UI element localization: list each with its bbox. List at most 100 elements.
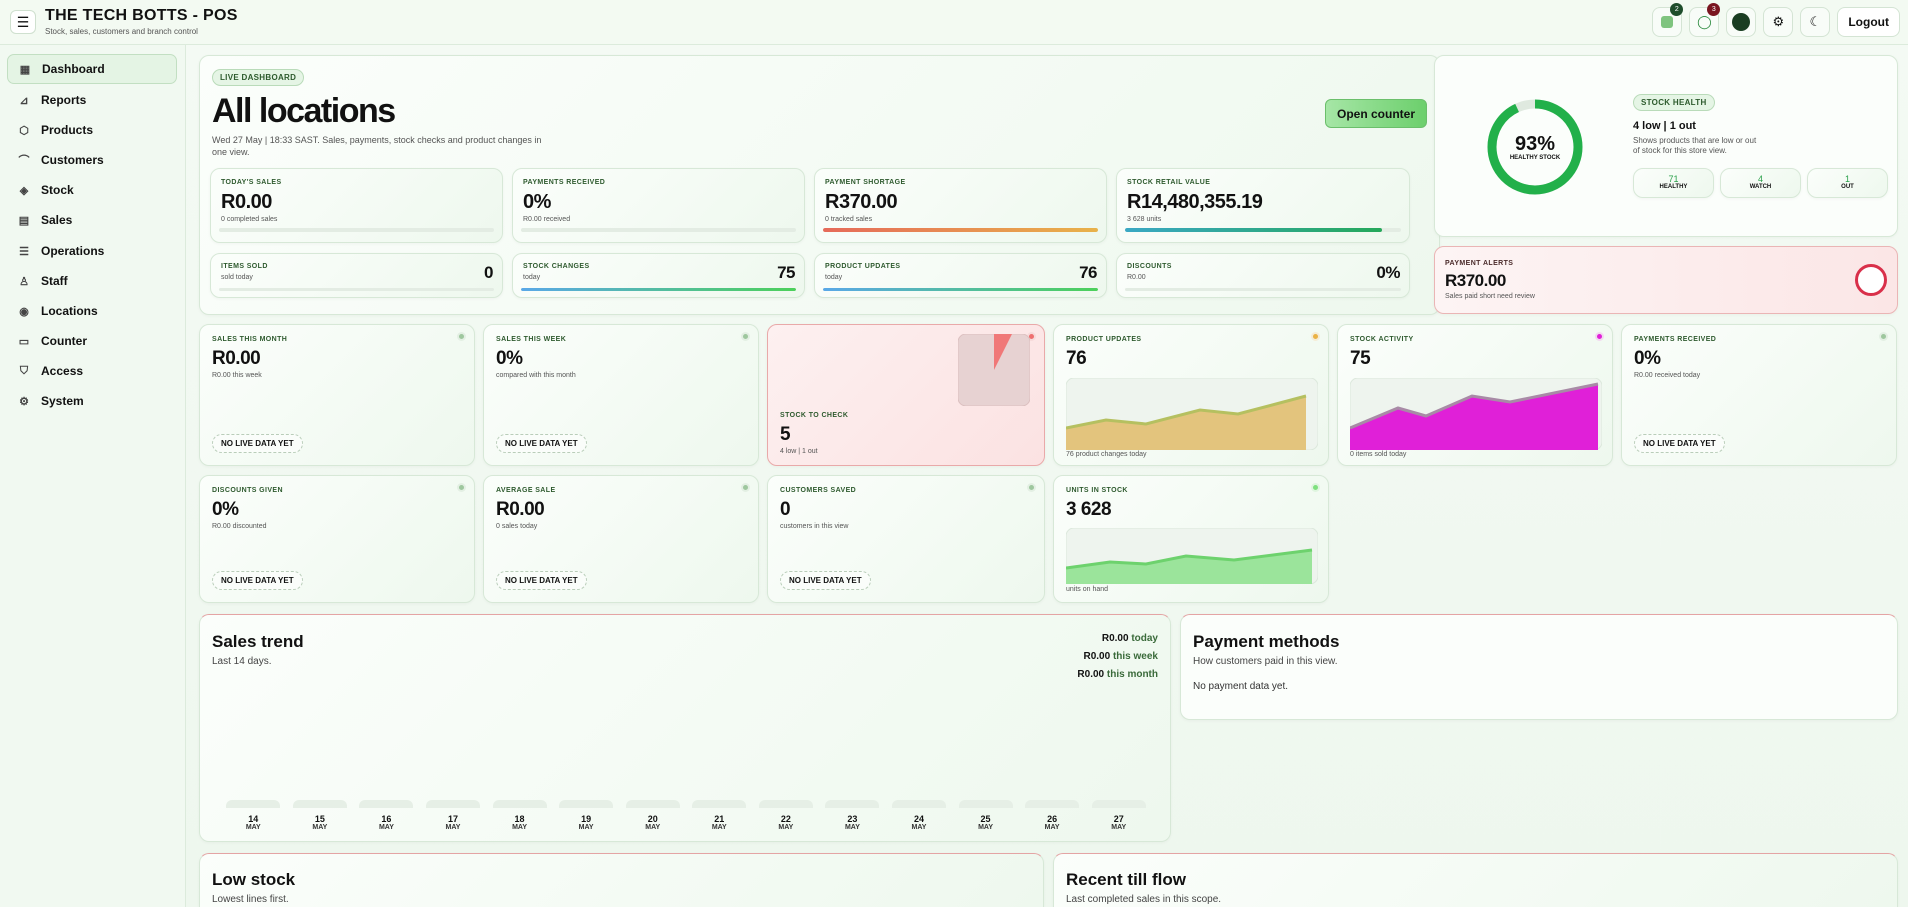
mini-value: 0% [1376,263,1400,282]
messages-button[interactable]: ◯ 3 [1689,3,1721,37]
trend-day-month: MAY [778,824,794,831]
chart-area [1066,396,1306,450]
live-dashboard-pill: LIVE DASHBOARD [212,69,305,86]
trend-day: 22 MAY [758,800,813,831]
avatar-button[interactable] [1726,7,1757,37]
sidebar-item-operations[interactable]: ☰ Operations [7,236,177,266]
sidebar-item-stock[interactable]: ◈ Stock [7,175,177,205]
trend-bar [1091,800,1146,808]
no-data-badge: NO LIVE DATA YET [212,571,303,590]
sidebar-item-customers[interactable]: ⌒ Customers [7,145,177,175]
mini-value: 76 [1079,263,1097,282]
trend-bar [559,800,614,808]
chart-line [1350,382,1599,430]
payment-methods-title: Payment methods [1193,632,1340,651]
count-label: OUT [1841,184,1854,190]
stock-health-card: 93% HEALTHY STOCK STOCK HEALTH 4 low | 1… [1434,55,1898,237]
stat-card-payment-shortage: PAYMENT SHORTAGE R370.00 0 tracked sales [814,168,1107,243]
sidebar-item-reports[interactable]: ⊿ Reports [7,85,177,115]
tile-stock-to-check[interactable]: STOCK TO CHECK 5 4 low | 1 out [767,324,1045,466]
mini-sub: today [523,274,541,281]
sidebar-item-counter[interactable]: ▭ Counter [7,326,177,356]
alert-label: PAYMENT ALERTS [1445,260,1514,267]
status-dot [1311,332,1320,341]
till-flow-sub: Last completed sales in this scope. [1066,894,1222,905]
tile-value: 75 [1350,348,1371,369]
sales-trend-title: Sales trend [212,632,304,651]
receipt-icon: ▤ [18,214,30,227]
sidebar-item-system[interactable]: ⚙ System [7,386,177,416]
sliders-icon: ☰ [19,245,29,258]
open-counter-button[interactable]: Open counter [1324,99,1427,128]
logout-button[interactable]: Logout [1837,7,1900,37]
trend-bar [492,800,547,808]
summary-value: R0.00 [1077,669,1105,680]
layers-icon: ◈ [19,184,29,197]
status-dot [741,483,750,492]
sidebar-item-label: Locations [41,304,98,318]
pin-icon: ◉ [19,305,29,318]
menu-icon[interactable]: ☰ [10,10,36,34]
stat-label: PAYMENTS RECEIVED [523,179,606,186]
sidebar: ▦ Dashboard ⊿ Reports ⬡ Products ⌒ Customers… [0,45,186,907]
trend-bar [1025,800,1080,808]
health-count-healthy: 71 HEALTHY [1633,168,1714,198]
trend-day-number: 24 [913,814,924,824]
payment-methods-card: Payment methods How customers paid in th… [1180,614,1898,720]
sidebar-item-access[interactable]: ⛉ Access [7,356,177,386]
chart-line [1066,394,1307,430]
settings-button[interactable]: ⚙ [1763,7,1794,37]
trend-day: 24 MAY [892,800,946,831]
stat-value: 0% [523,191,551,213]
status-dot [741,332,750,341]
trend-day-number: 16 [381,814,392,824]
sidebar-item-staff[interactable]: ♙ Staff [7,266,177,296]
trend-day: 15 MAY [292,800,347,831]
stat-value: R14,480,355.19 [1127,191,1263,213]
theme-toggle-button[interactable]: ☾ [1800,7,1831,37]
trend-day-number: 19 [581,814,592,824]
tile-sub: customers in this view [780,523,849,530]
tile-sub: R0.00 this week [212,372,262,379]
alert-sub: Sales paid short need review [1445,293,1535,300]
trend-day: 27 MAY [1091,800,1146,831]
tile-value: 5 [780,424,791,445]
alerts-badge: 2 [1670,3,1684,16]
app-subtitle: Stock, sales, customers and branch contr… [45,27,198,36]
sidebar-item-label: Stock [41,183,74,197]
health-count-watch: 4 WATCH [1720,168,1801,198]
trend-day: 25 MAY [958,800,1013,831]
chart-icon: ⊿ [19,94,29,107]
sidebar-item-label: Operations [41,244,105,258]
tile-value: 76 [1066,348,1087,369]
sidebar-item-dashboard[interactable]: ▦ Dashboard [7,54,177,84]
trend-day-month: MAY [312,824,328,831]
sidebar-item-locations[interactable]: ◉ Locations [7,296,177,326]
trend-bar [692,800,747,808]
sidebar-item-sales[interactable]: ▤ Sales [7,205,177,235]
payment-alerts-card[interactable]: PAYMENT ALERTS R370.00 Sales paid short … [1434,246,1898,314]
sidebar-item-products[interactable]: ⬡ Products [7,115,177,145]
sidebar-item-label: Sales [41,213,73,227]
trend-bar [625,800,680,808]
trend-day: 17 MAY [426,800,480,831]
chart-slice [994,334,1012,370]
tile-sub: 76 product changes today [1066,451,1147,458]
mini-card-stock-changes: STOCK CHANGES today 75 [512,253,805,298]
sales-trend-card: Sales trend Last 14 days. R0.00 today R0… [199,614,1171,842]
no-data-badge: NO LIVE DATA YET [212,434,303,453]
progress-bar [823,288,1098,291]
trend-day-month: MAY [378,824,394,831]
tile-sub: 0 sales today [496,523,538,530]
status-dot [1879,332,1888,341]
health-description: Shows products that are low or out of st… [1633,136,1757,155]
stat-value: R0.00 [221,191,272,213]
tile-label: PAYMENTS RECEIVED [1634,336,1717,343]
status-dot [457,332,466,341]
mini-label: STOCK CHANGES [523,263,590,270]
stat-sub: R0.00 received [523,216,571,223]
trend-bar [426,800,480,808]
alerts-button[interactable]: 2 [1652,3,1684,37]
tile-label: DISCOUNTS GIVEN [212,487,283,494]
hero-description: Wed 27 May | 18:33 SAST. Sales, payments… [212,135,542,157]
